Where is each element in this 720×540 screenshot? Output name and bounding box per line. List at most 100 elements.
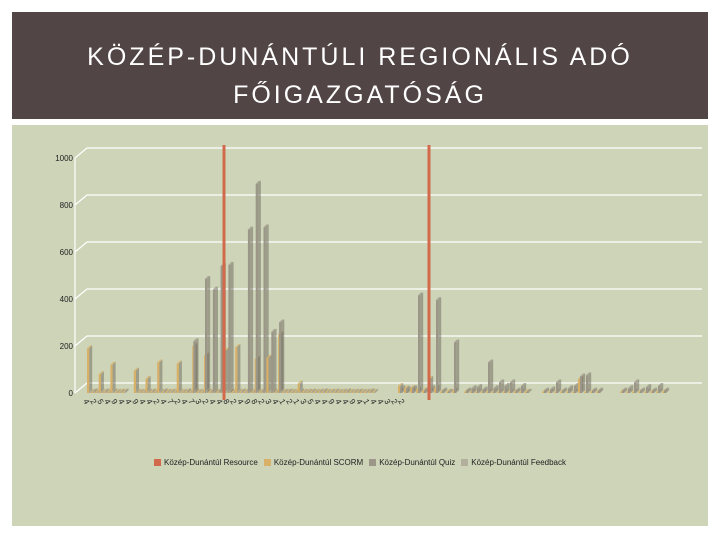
bar-quiz-top bbox=[205, 276, 211, 280]
bar-feedback bbox=[284, 391, 286, 393]
x-tick-label: 4 bbox=[375, 398, 385, 407]
bar-feedback-top bbox=[241, 388, 246, 392]
bar-quiz bbox=[442, 390, 445, 393]
bar-feedback-side bbox=[125, 388, 129, 393]
bar-quiz-side bbox=[479, 384, 483, 393]
bar-feedback bbox=[330, 391, 333, 393]
bar-quiz-side bbox=[523, 382, 527, 393]
gridline-diag bbox=[74, 288, 88, 300]
bar-scorm bbox=[184, 391, 187, 393]
bar-scorm bbox=[161, 391, 164, 393]
bar-chart: 0200400600800100042549449442472473244824… bbox=[55, 145, 702, 407]
bar-quiz bbox=[400, 388, 403, 393]
bar-feedback bbox=[92, 391, 95, 393]
bar-feedback-top bbox=[237, 388, 242, 392]
bar-quiz-side bbox=[517, 387, 521, 393]
bar-quiz-top bbox=[504, 382, 510, 386]
bar-scorm-top bbox=[398, 382, 404, 386]
bar-scorm bbox=[90, 391, 94, 393]
bar-scorm bbox=[145, 378, 148, 393]
bar-feedback bbox=[369, 391, 372, 393]
bar-scorm bbox=[258, 391, 261, 393]
bar-quiz-top bbox=[454, 339, 460, 343]
bar-feedback bbox=[256, 391, 259, 393]
bar-scorm bbox=[305, 391, 308, 393]
bar-feedback-top bbox=[330, 388, 336, 392]
bar-quiz-top bbox=[658, 382, 664, 386]
bar-feedback-top bbox=[303, 388, 308, 392]
bar-scorm-top bbox=[348, 388, 354, 392]
x-tick-label: 4 bbox=[319, 398, 329, 407]
bar-feedback bbox=[202, 391, 204, 393]
bar-scorm bbox=[293, 391, 296, 393]
bar-feedback bbox=[295, 391, 298, 393]
bar-scorm-top bbox=[352, 388, 358, 392]
bar-quiz-top bbox=[406, 386, 412, 390]
bar-quiz-top bbox=[412, 385, 418, 389]
bar-scorm bbox=[176, 363, 179, 393]
x-tick-label: 4 bbox=[312, 398, 322, 407]
bar-quiz-top bbox=[510, 379, 516, 383]
bar-feedback bbox=[354, 391, 356, 393]
bar-quiz-side bbox=[250, 226, 254, 393]
bar-feedback-top bbox=[338, 388, 344, 392]
gridline-diag bbox=[74, 194, 88, 206]
bar-scorm bbox=[638, 391, 641, 393]
bar-scorm-side bbox=[268, 354, 272, 393]
bar-scorm bbox=[231, 391, 234, 393]
bar-scorm-top bbox=[98, 371, 104, 375]
bar-quiz-side bbox=[444, 387, 448, 393]
bar-scorm bbox=[578, 378, 581, 393]
x-tick-label: 7 bbox=[186, 398, 196, 407]
legend-label-scorm: Közép-Dunántúl SCORM bbox=[273, 458, 364, 467]
bar-feedback bbox=[108, 391, 110, 393]
bar-feedback bbox=[323, 391, 325, 393]
bar-quiz bbox=[652, 390, 655, 393]
bar-feedback bbox=[326, 391, 329, 393]
bar-scorm bbox=[118, 391, 121, 393]
bar-scorm bbox=[644, 391, 647, 393]
x-tick-label: 2 bbox=[284, 398, 294, 407]
bar-quiz-top bbox=[544, 387, 550, 391]
bar-scorm-side bbox=[237, 344, 241, 393]
bar-scorm-top bbox=[258, 388, 264, 392]
bar-scorm-top bbox=[363, 388, 370, 392]
bar-scorm-top bbox=[282, 388, 288, 392]
bar-scorm bbox=[141, 391, 144, 393]
bar-scorm bbox=[352, 391, 355, 393]
x-tick-label: 4 bbox=[340, 398, 350, 407]
bar-quiz-side bbox=[528, 388, 532, 393]
bar-quiz-side bbox=[484, 386, 488, 393]
x-tick-label: 1 bbox=[277, 398, 287, 407]
bar-quiz bbox=[521, 385, 524, 393]
bar-scorm-side bbox=[178, 360, 182, 393]
bar-scorm-top bbox=[313, 388, 319, 392]
bar-scorm bbox=[168, 391, 172, 393]
bar-scorm bbox=[524, 391, 527, 393]
bar-quiz bbox=[205, 279, 208, 393]
bar-scorm bbox=[422, 390, 425, 393]
bar-feedback bbox=[170, 391, 173, 393]
x-tick-label: 5 bbox=[305, 398, 315, 407]
bar-feedback bbox=[319, 391, 321, 393]
bar-scorm bbox=[172, 391, 175, 393]
bar-quiz-side bbox=[558, 379, 562, 393]
bar-quiz-top bbox=[556, 379, 562, 383]
bar-scorm bbox=[340, 391, 343, 393]
bar-quiz-side bbox=[582, 373, 586, 393]
x-tick-label: 9 bbox=[130, 398, 140, 407]
bar-scorm bbox=[274, 391, 277, 393]
bar-scorm bbox=[301, 391, 304, 393]
bar-scorm bbox=[508, 391, 511, 393]
bar-scorm-side bbox=[100, 371, 104, 393]
x-tick-label: 5 bbox=[95, 398, 105, 407]
bar-quiz-side bbox=[414, 385, 418, 393]
bar-scorm bbox=[243, 391, 246, 393]
bar-feedback bbox=[272, 391, 274, 393]
bar-quiz-top bbox=[193, 338, 199, 342]
bar-quiz bbox=[646, 387, 649, 393]
bar-feedback-top bbox=[100, 388, 106, 392]
bar-feedback-top bbox=[194, 388, 199, 392]
bar-feedback-top bbox=[116, 388, 121, 392]
bar-quiz bbox=[658, 385, 661, 393]
